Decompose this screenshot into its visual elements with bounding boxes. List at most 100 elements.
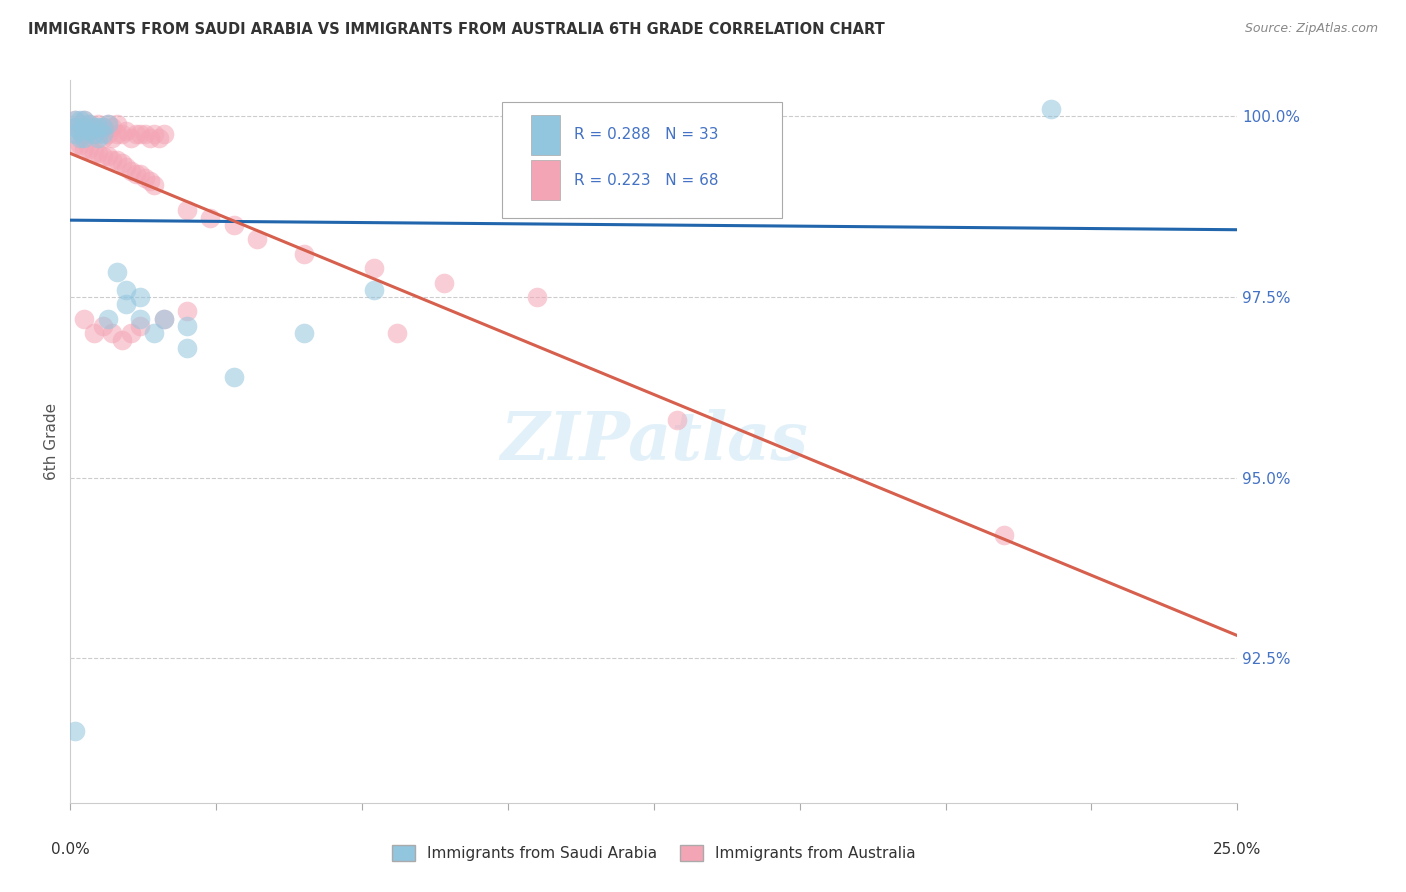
Point [83,128,105,142]
Point [91,120,114,135]
Point [77,124,100,138]
Point [69,124,91,138]
Point [292,246,315,260]
Point [101,326,124,340]
Point [363,283,385,297]
Point [69,131,91,145]
Bar [531,161,561,200]
Point [97,128,120,142]
Point [246,232,269,246]
Point [666,413,689,427]
Point [143,326,166,340]
Point [91,128,114,142]
Point [129,128,152,142]
Point [993,528,1015,542]
Point [222,218,245,232]
Point [87,117,110,131]
Point [111,128,134,142]
Point [115,124,138,138]
Point [69,124,91,138]
Point [69,113,91,128]
Point [87,128,110,142]
Point [69,117,91,131]
Point [138,174,160,188]
Point [222,369,245,384]
Point [134,170,156,185]
Point [363,261,385,276]
Point [526,290,548,304]
Point [143,178,166,192]
Point [63,113,86,128]
Point [120,326,142,340]
Point [83,120,105,135]
Point [176,203,198,218]
Point [77,142,100,156]
Point [105,117,128,131]
Text: 25.0%: 25.0% [1213,842,1261,856]
Point [97,117,120,131]
Point [83,145,105,160]
Point [115,283,138,297]
Point [1039,102,1062,116]
Text: Source: ZipAtlas.com: Source: ZipAtlas.com [1244,22,1378,36]
Point [176,318,198,333]
Text: R = 0.288   N = 33: R = 0.288 N = 33 [575,128,718,143]
Point [124,128,146,142]
Point [111,334,134,348]
Text: ZIPatlas: ZIPatlas [501,409,807,474]
FancyBboxPatch shape [502,102,782,218]
Point [105,128,128,142]
Point [134,128,156,142]
Point [148,131,170,145]
Point [83,120,105,135]
Point [129,318,152,333]
Point [120,131,142,145]
Point [115,160,138,174]
Point [152,311,174,326]
Point [101,153,124,167]
Text: 0.0%: 0.0% [51,842,90,856]
Text: R = 0.223   N = 68: R = 0.223 N = 68 [575,173,718,188]
Point [385,326,408,340]
Point [129,290,152,304]
Point [124,167,146,181]
Point [105,265,128,279]
Point [176,341,198,355]
Point [120,163,142,178]
Point [69,138,91,153]
Point [111,156,134,170]
Point [87,131,110,145]
Point [73,311,96,326]
Point [101,120,124,135]
Y-axis label: 6th Grade: 6th Grade [44,403,59,480]
Point [83,128,105,142]
Point [115,297,138,311]
Point [63,128,86,142]
Point [87,145,110,160]
Point [129,167,152,181]
Point [152,311,174,326]
Point [73,120,96,135]
Point [77,117,100,131]
Point [73,113,96,128]
Point [433,276,456,290]
Point [91,318,114,333]
Point [63,120,86,135]
Point [101,131,124,145]
Point [73,113,96,128]
Point [138,131,160,145]
Point [63,138,86,153]
Point [73,128,96,142]
Point [91,149,114,163]
Point [77,117,100,131]
Text: IMMIGRANTS FROM SAUDI ARABIA VS IMMIGRANTS FROM AUSTRALIA 6TH GRADE CORRELATION : IMMIGRANTS FROM SAUDI ARABIA VS IMMIGRAN… [28,22,884,37]
Point [87,120,110,135]
Point [105,153,128,167]
Legend: Immigrants from Saudi Arabia, Immigrants from Australia: Immigrants from Saudi Arabia, Immigrants… [385,839,922,867]
Point [63,723,86,738]
Point [200,211,222,225]
Point [152,128,174,142]
Point [292,326,315,340]
Point [77,124,100,138]
Point [97,149,120,163]
